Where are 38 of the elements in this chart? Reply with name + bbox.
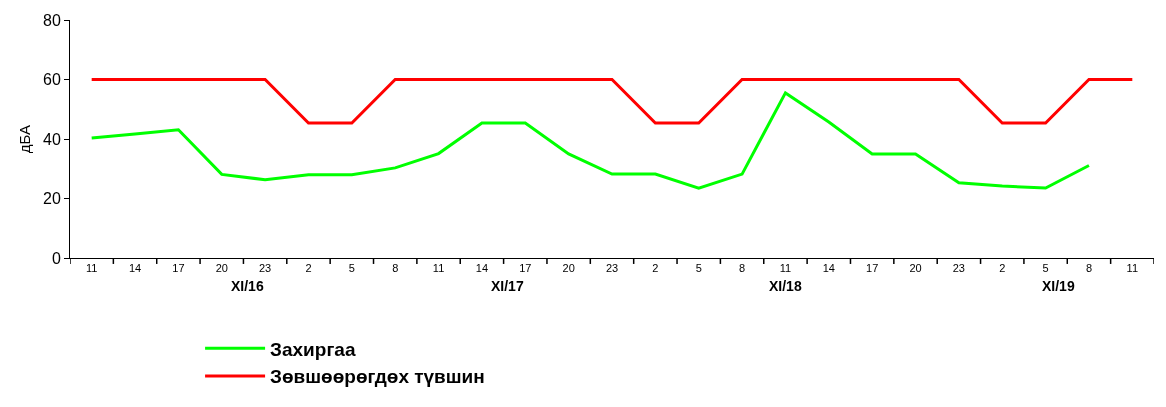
y-tick-label: 40 [43,130,61,148]
text: XI/16 [231,278,264,294]
y-tick-label: 0 [51,249,61,267]
x-tick-label: 17 [519,262,532,275]
x-tick-label: 5 [1042,262,1049,275]
x-tick-label: 17 [172,262,185,275]
x-tick-label: 11 [432,262,445,275]
line-series [90,91,1091,190]
legend-label: Захиргаа [270,338,356,360]
x-tick-label: 23 [605,262,619,275]
y-tick-label: 60 [43,71,61,89]
legend-label: Зөвшөөрөгдөх түвшин [270,366,485,388]
x-tick-label: 2 [305,262,312,275]
x-tick-label: 8 [739,262,746,275]
x-tick-label: 14 [822,262,835,275]
x-tick-label: 14 [128,262,142,275]
x-tick-label: 23 [952,262,966,275]
x-tick-label: 11 [85,262,98,275]
x-tick-label: 2 [652,262,659,275]
x-tick-label: 8 [1085,262,1093,275]
x-tick-label: 14 [475,262,489,275]
x-tick-label: 17 [866,262,879,275]
y-tick-label: 20 [43,190,61,208]
x-tick-label: 11 [1126,262,1139,275]
x-tick-label: 5 [695,262,702,275]
x-tick-label: 20 [215,262,228,275]
text: XI/19 [1042,278,1075,294]
x-tick-label: 2 [999,262,1006,275]
x-tick-label: 23 [258,262,272,275]
text: XI/17 [491,278,524,294]
text: XI/18 [769,278,802,294]
x-tick-label: 5 [348,262,355,275]
x-tick-label: 20 [909,262,922,275]
y-tick-label: 80 [43,11,61,29]
x-tick-label: 20 [562,262,575,275]
x-tick-label: 8 [392,262,399,275]
y-axis-title: дБА [16,124,34,154]
x-tick-label: 11 [779,262,792,275]
